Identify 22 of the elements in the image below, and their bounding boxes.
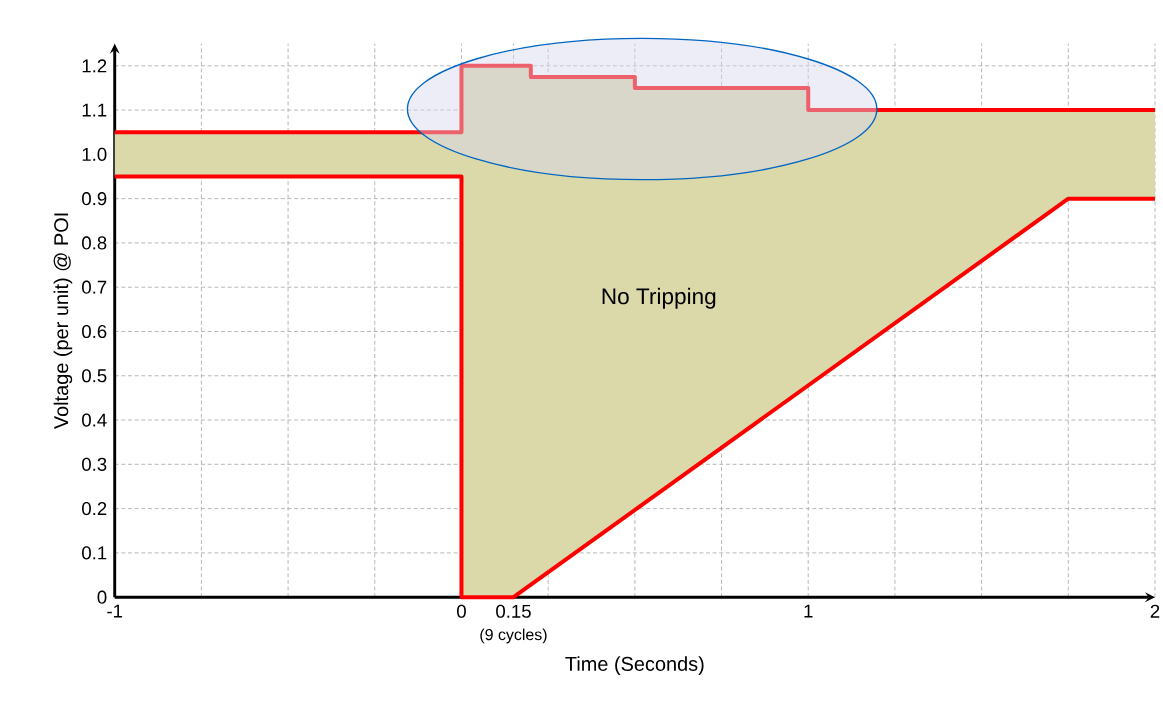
x-tick-label: 1 <box>804 604 813 618</box>
x-tick-label: 0.15 <box>496 604 531 618</box>
x-tick-label: 0 <box>457 604 466 618</box>
annotation: (9 cycles) <box>480 628 547 644</box>
y-tick-label: 0 <box>97 590 107 604</box>
y-tick-label: 0.3 <box>82 457 107 471</box>
y-tick-label: 0.9 <box>82 191 107 206</box>
x-axis-title: Time (Seconds) <box>565 656 704 675</box>
annotation: No Tripping <box>602 287 716 309</box>
y-tick-label: 1.0 <box>82 147 107 161</box>
y-tick-label: 0.7 <box>82 280 107 294</box>
x-tick-label: 2 <box>1150 604 1160 618</box>
y-tick-label: 0.4 <box>82 413 107 427</box>
x-tick-label: -1 <box>107 604 123 618</box>
y-tick-label: 0.2 <box>82 501 107 516</box>
y-tick-label: 0.5 <box>82 369 107 383</box>
y-tick-label: 0.8 <box>82 236 107 250</box>
y-tick-label: 1.2 <box>82 59 107 73</box>
y-tick-label: 0.1 <box>82 546 107 560</box>
y-axis-title: Voltage (per unit) @ POI <box>53 213 73 429</box>
y-tick-label: 1.1 <box>82 103 107 117</box>
y-tick-label: 0.6 <box>82 324 107 338</box>
